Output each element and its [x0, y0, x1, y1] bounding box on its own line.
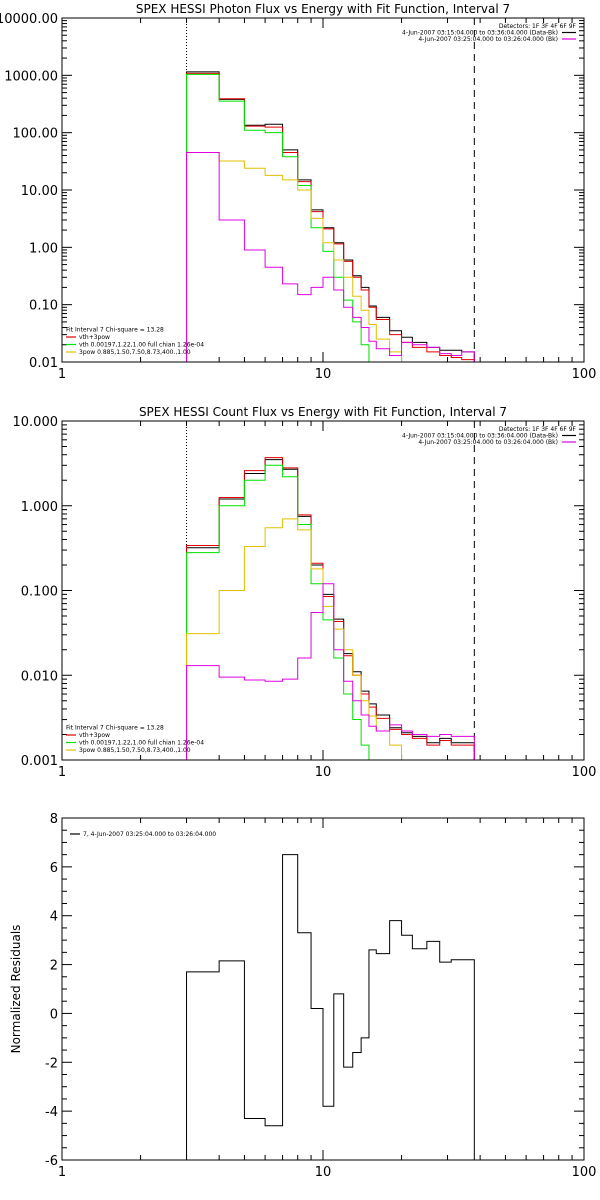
- legend-text: 3pow 0.885,1.50,7.50,8.73,400.,1.00: [79, 349, 191, 356]
- y-tick-label: 10000.00: [0, 12, 58, 27]
- legend-text: vth+3pow: [79, 334, 110, 341]
- legend-text: vth+3pow: [79, 732, 110, 739]
- legend-text: Detectors: 1F 3F 4F 6F 9F: [499, 23, 577, 30]
- legend-text: 3pow 0.885,1.50,7.50,8.73,400.,1.00: [79, 747, 191, 754]
- series-group: [186, 854, 475, 1160]
- chart-title: SPEX HESSI Photon Flux vs Energy with Fi…: [136, 2, 510, 16]
- y-tick-label: 10.000: [13, 415, 59, 430]
- y-tick-label: -2: [45, 1056, 58, 1071]
- y-tick-label: 0.010: [21, 669, 58, 684]
- legend-text: 4-Jun-2007 03:25:04.000 to 03:26:04.000 …: [418, 36, 558, 43]
- legend-text: Fit Interval 7 Chi-square = 13.28: [66, 725, 164, 732]
- plot-frame: [61, 420, 585, 761]
- y-tick-label: -6: [45, 1154, 58, 1169]
- y-tick-label: 4: [50, 910, 58, 925]
- legend-text: vth 0.00197,1.22,1.00 full chian 1.26e-0…: [79, 342, 204, 349]
- chart-title: SPEX HESSI Count Flux vs Energy with Fit…: [139, 405, 507, 419]
- legend-text: 4-Jun-2007 03:15:04.000 to 03:36:04.000 …: [402, 30, 558, 37]
- x-tick-label: 100: [572, 765, 597, 780]
- plot-frame: [61, 817, 585, 1161]
- legend-text: 4-Jun-2007 03:25:04.000 to 03:26:04.000 …: [418, 439, 558, 446]
- y-tick-label: 1.000: [21, 500, 58, 515]
- y-tick-label: 100.00: [13, 127, 59, 142]
- y-tick-label: 0.100: [21, 585, 58, 600]
- x-tick-label: 1: [58, 367, 66, 382]
- chart-count: SPEX HESSI Count Flux vs Energy with Fit…: [13, 405, 597, 780]
- y-tick-label: 1000.00: [4, 69, 58, 84]
- series-vth: [186, 464, 370, 760]
- y-tick-label: -4: [45, 1105, 58, 1120]
- series-data-bk: [186, 71, 475, 362]
- series-bk: [186, 152, 475, 362]
- chart-photon: SPEX HESSI Photon Flux vs Energy with Fi…: [0, 2, 596, 382]
- y-tick-label: 0.001: [21, 754, 58, 769]
- x-tick-label: 1: [58, 765, 66, 780]
- y-tick-label: 0: [50, 1007, 58, 1022]
- y-tick-label: 10.00: [21, 184, 58, 199]
- y-tick-label: 1.00: [29, 241, 58, 256]
- y-tick-label: 8: [50, 812, 58, 827]
- legend-text: Detectors: 1F 3F 4F 6F 9F: [499, 426, 577, 433]
- y-tick-label: 0.01: [29, 356, 58, 371]
- legend-text: Fit Interval 7 Chi-square = 13.28: [66, 327, 164, 334]
- x-tick-label: 1: [58, 1165, 66, 1180]
- legend-text: 4-Jun-2007 03:15:04.000 to 03:36:04.000 …: [402, 433, 558, 440]
- x-tick-label: 100: [572, 367, 597, 382]
- series-group: [186, 71, 475, 362]
- chart-resid: Normalized Residuals 1 10 100 -6 -4 -2 0 2 4 6 8 7, …: [9, 812, 596, 1180]
- x-tick-label: 10: [315, 765, 332, 780]
- series-residuals: [186, 854, 475, 1160]
- series-vth-3pow: [186, 72, 475, 362]
- x-tick-label: 10: [315, 1165, 332, 1180]
- y-tick-label: 6: [50, 861, 58, 876]
- legend-text: vth 0.00197,1.22,1.00 full chian 1.26e-0…: [79, 740, 204, 747]
- y-tick-label: 2: [50, 959, 58, 974]
- x-tick-label: 10: [315, 367, 332, 382]
- y-tick-label: 0.10: [29, 299, 58, 314]
- series-3pow: [186, 518, 403, 760]
- x-tick-label: 100: [572, 1165, 597, 1180]
- plot-frame: [61, 17, 585, 363]
- series-3pow: [186, 152, 403, 362]
- series-group: [186, 457, 475, 760]
- series-bk: [186, 583, 475, 760]
- legend-text: 7, 4-Jun-2007 03:25:04.000 to 03:26:04.0…: [83, 831, 216, 838]
- y-axis-label: Normalized Residuals: [9, 925, 23, 1054]
